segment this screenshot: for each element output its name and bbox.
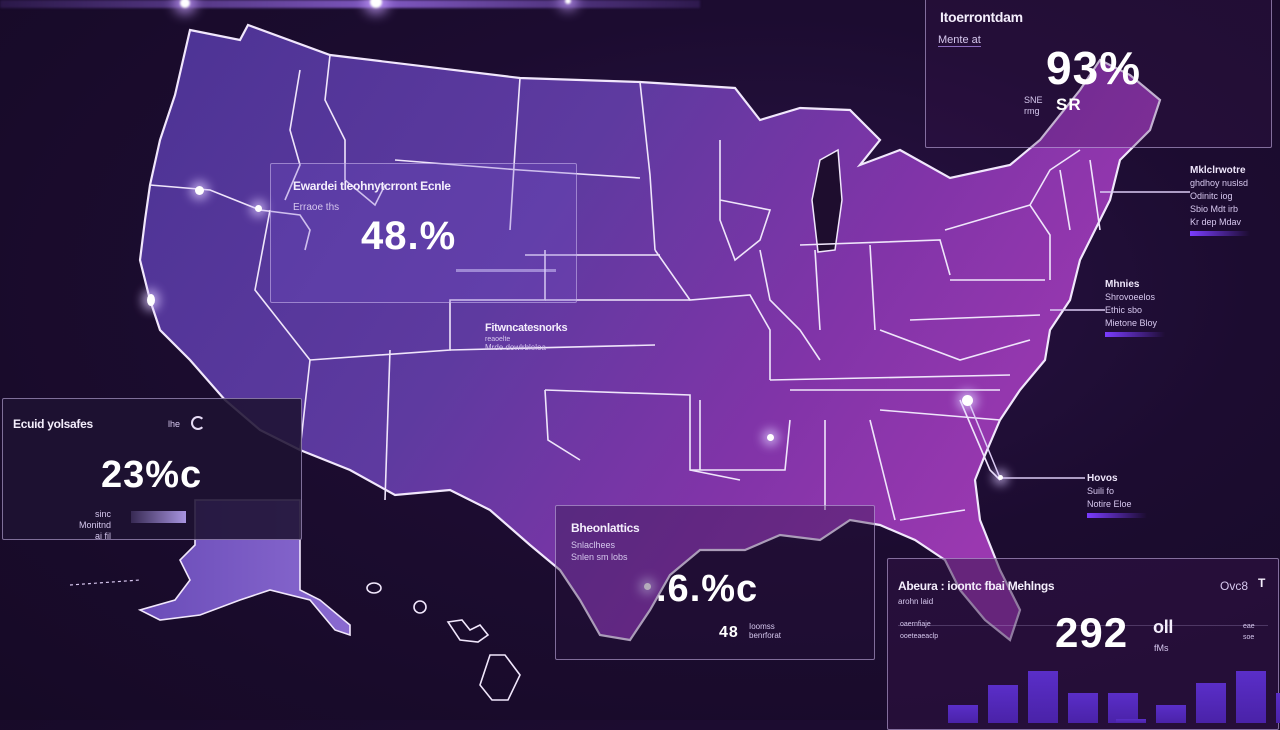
panel-value: .6.%c	[656, 568, 759, 610]
panel-subtitle: Snlaclhees	[571, 540, 616, 550]
panel-value: 93%	[1046, 42, 1142, 94]
panel-icon-label: lhe	[168, 419, 181, 429]
glow-point-icon	[644, 583, 651, 590]
panel-title: Abeura : ioontc fbai Mehlngs	[898, 579, 1055, 593]
callout-mid-atlantic[interactable]: Mhnies Shrovoeelos Ethic sbo Mietone Blo…	[1105, 278, 1165, 337]
glow-point-icon	[195, 186, 204, 195]
callout-line: Suili fo	[1087, 486, 1115, 496]
panel-value-label: fMs	[1154, 643, 1169, 653]
panel-value: 23%c	[101, 454, 203, 496]
bar	[1156, 705, 1186, 723]
panel-top-right: Ovc8	[1220, 579, 1249, 593]
panel-value: 48.%	[361, 214, 457, 258]
light-point-icon	[565, 0, 571, 4]
panel-progress-line	[456, 269, 556, 272]
glow-point-icon	[998, 475, 1003, 480]
panel-title: Bheonlattics	[571, 521, 640, 535]
panel-title: Itoerrontdam	[940, 9, 1023, 25]
bar-chart-left	[948, 663, 1138, 723]
bar	[1196, 683, 1226, 723]
bar	[1108, 693, 1138, 723]
grid-line	[898, 625, 1268, 626]
lake-michigan	[811, 148, 843, 253]
panel-value-unit: oll	[1153, 617, 1174, 637]
panel-count-labels: Ioomss benrforat	[749, 622, 782, 640]
callout-line: Ethic sbo	[1105, 305, 1143, 315]
panel-subtitle: arohn laid	[898, 597, 934, 606]
panel-small-labels: sinc Monitnd ai fil	[79, 509, 112, 541]
bar	[948, 705, 978, 723]
light-point-icon	[370, 0, 382, 8]
top-light-strip	[0, 0, 700, 8]
bar	[1276, 693, 1280, 723]
label-title: Fitwncatesnorks	[485, 322, 568, 334]
bar	[988, 685, 1018, 723]
label-detail: Mrde dowlrbleloa	[485, 343, 546, 352]
callout-leaders	[967, 191, 1190, 479]
glow-point-icon	[767, 434, 774, 441]
panel-gulf[interactable]: Bheonlattics Snlaclhees Snlen sm lobs .6…	[555, 505, 875, 660]
panel-alaska[interactable]: Ecuid yolsafes lhe 23%c sinc Monitnd ai fi…	[2, 398, 302, 541]
callout-title: Hovos	[1087, 473, 1118, 484]
bar	[1236, 671, 1266, 723]
callout-line: Mietone Bloy	[1105, 318, 1158, 328]
aleutian-islands	[69, 579, 141, 586]
panel-left-lines: oaernfiaje ooeteaeaclp	[900, 621, 939, 640]
panel-title: Ecuid yolsafes	[13, 417, 93, 431]
callout-southeast[interactable]: Hovos Suili fo Notire Eloe	[1087, 472, 1147, 518]
panel-unit: SR	[1056, 95, 1082, 114]
callout-new-england[interactable]: Mklclrwotre ghdhoy nuslsd Odinitc iog Sb…	[1190, 164, 1250, 236]
panel-small-label: SNE rmg	[1024, 95, 1043, 116]
sort-icon[interactable]: T	[1258, 576, 1266, 590]
label-central: Fitwncatesnorks reaoelte Mrde dowlrblelo…	[485, 322, 568, 352]
bar	[1068, 693, 1098, 723]
label-subtitle: reaoelte	[485, 336, 511, 343]
callout-bar	[1190, 231, 1250, 236]
callout-line: Kr dep Mdav	[1190, 217, 1242, 227]
panel-southeast[interactable]: Abeura : ioontc fbai Mehlngs arohn laid …	[887, 558, 1280, 730]
glow-point-icon	[255, 205, 262, 212]
callout-bar	[1105, 332, 1165, 337]
panel-count: 48	[719, 624, 739, 641]
light-point-icon	[180, 0, 190, 8]
panel-subtitle: Mente at	[938, 34, 981, 47]
hawaii-islands	[366, 582, 521, 701]
glow-point-icon	[147, 294, 155, 306]
glow-point-icon	[962, 395, 973, 406]
panel-mountain[interactable]: Ewardei tleohnytcrront Ecnle Erraoe ths …	[270, 163, 577, 303]
panel-value: 292	[1055, 609, 1129, 656]
panel-title: Ewardei tleohnytcrront Ecnle	[293, 179, 451, 193]
bar	[1028, 671, 1058, 723]
callout-bar	[1087, 513, 1147, 518]
callout-line: Shrovoeelos	[1105, 292, 1156, 302]
panel-subtitle: Erraoe ths	[293, 202, 340, 213]
bar-chart-right	[1116, 663, 1280, 723]
callout-title: Mklclrwotre	[1190, 165, 1246, 176]
callout-line: ghdhoy nuslsd	[1190, 178, 1249, 188]
callout-line: Sbio Mdt irb	[1190, 204, 1239, 214]
panel-detail: Snlen sm lobs	[571, 552, 628, 562]
panel-bar	[131, 511, 186, 523]
callout-title: Mhnies	[1105, 279, 1140, 290]
state-borders	[149, 54, 1101, 521]
panel-northeast[interactable]: Itoerrontdam Mente at 93% SNE rmg SR	[925, 0, 1272, 148]
panel-right-lines: eae soe	[1243, 623, 1255, 641]
callout-line: Notire Eloe	[1087, 499, 1132, 509]
refresh-icon[interactable]	[191, 416, 205, 430]
callout-line: Odinitc iog	[1190, 191, 1233, 201]
